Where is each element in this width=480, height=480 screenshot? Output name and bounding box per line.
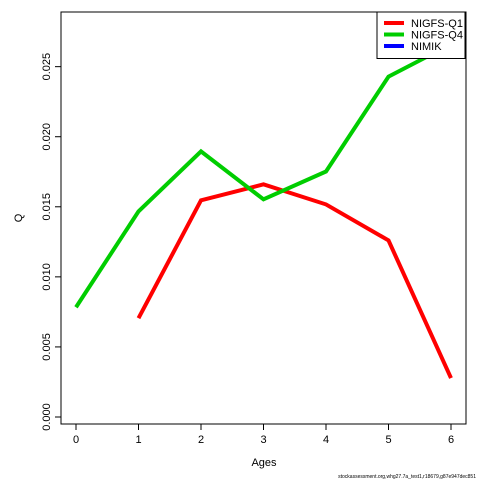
y-axis-label: Q (13, 213, 25, 222)
y-tick-label: 0.000 (41, 403, 53, 431)
y-tick-label: 0.005 (41, 333, 53, 361)
legend-label: NIGFS-Q1 (411, 18, 463, 30)
x-tick-label: 5 (385, 434, 391, 446)
series-line (136, 182, 453, 379)
y-tick-label: 0.020 (41, 123, 53, 151)
footnote: stockassessment.org,whg27.7a_test1,r1867… (338, 474, 476, 480)
y-tick-label: 0.025 (41, 53, 53, 81)
legend-label: NIGFS-Q4 (411, 30, 463, 42)
legend-label: NIMIK (411, 41, 442, 53)
x-tick-label: 2 (198, 434, 204, 446)
x-tick-label: 6 (448, 434, 454, 446)
y-tick-label: 0.010 (41, 263, 53, 291)
series-line (74, 42, 452, 309)
x-tick-label: 0 (73, 434, 79, 446)
x-axis-label: Ages (251, 457, 277, 469)
x-tick-label: 3 (260, 434, 266, 446)
x-tick-label: 1 (135, 434, 141, 446)
y-tick-label: 0.015 (41, 193, 53, 221)
x-tick-label: 4 (323, 434, 329, 446)
plot-box (60, 11, 467, 425)
